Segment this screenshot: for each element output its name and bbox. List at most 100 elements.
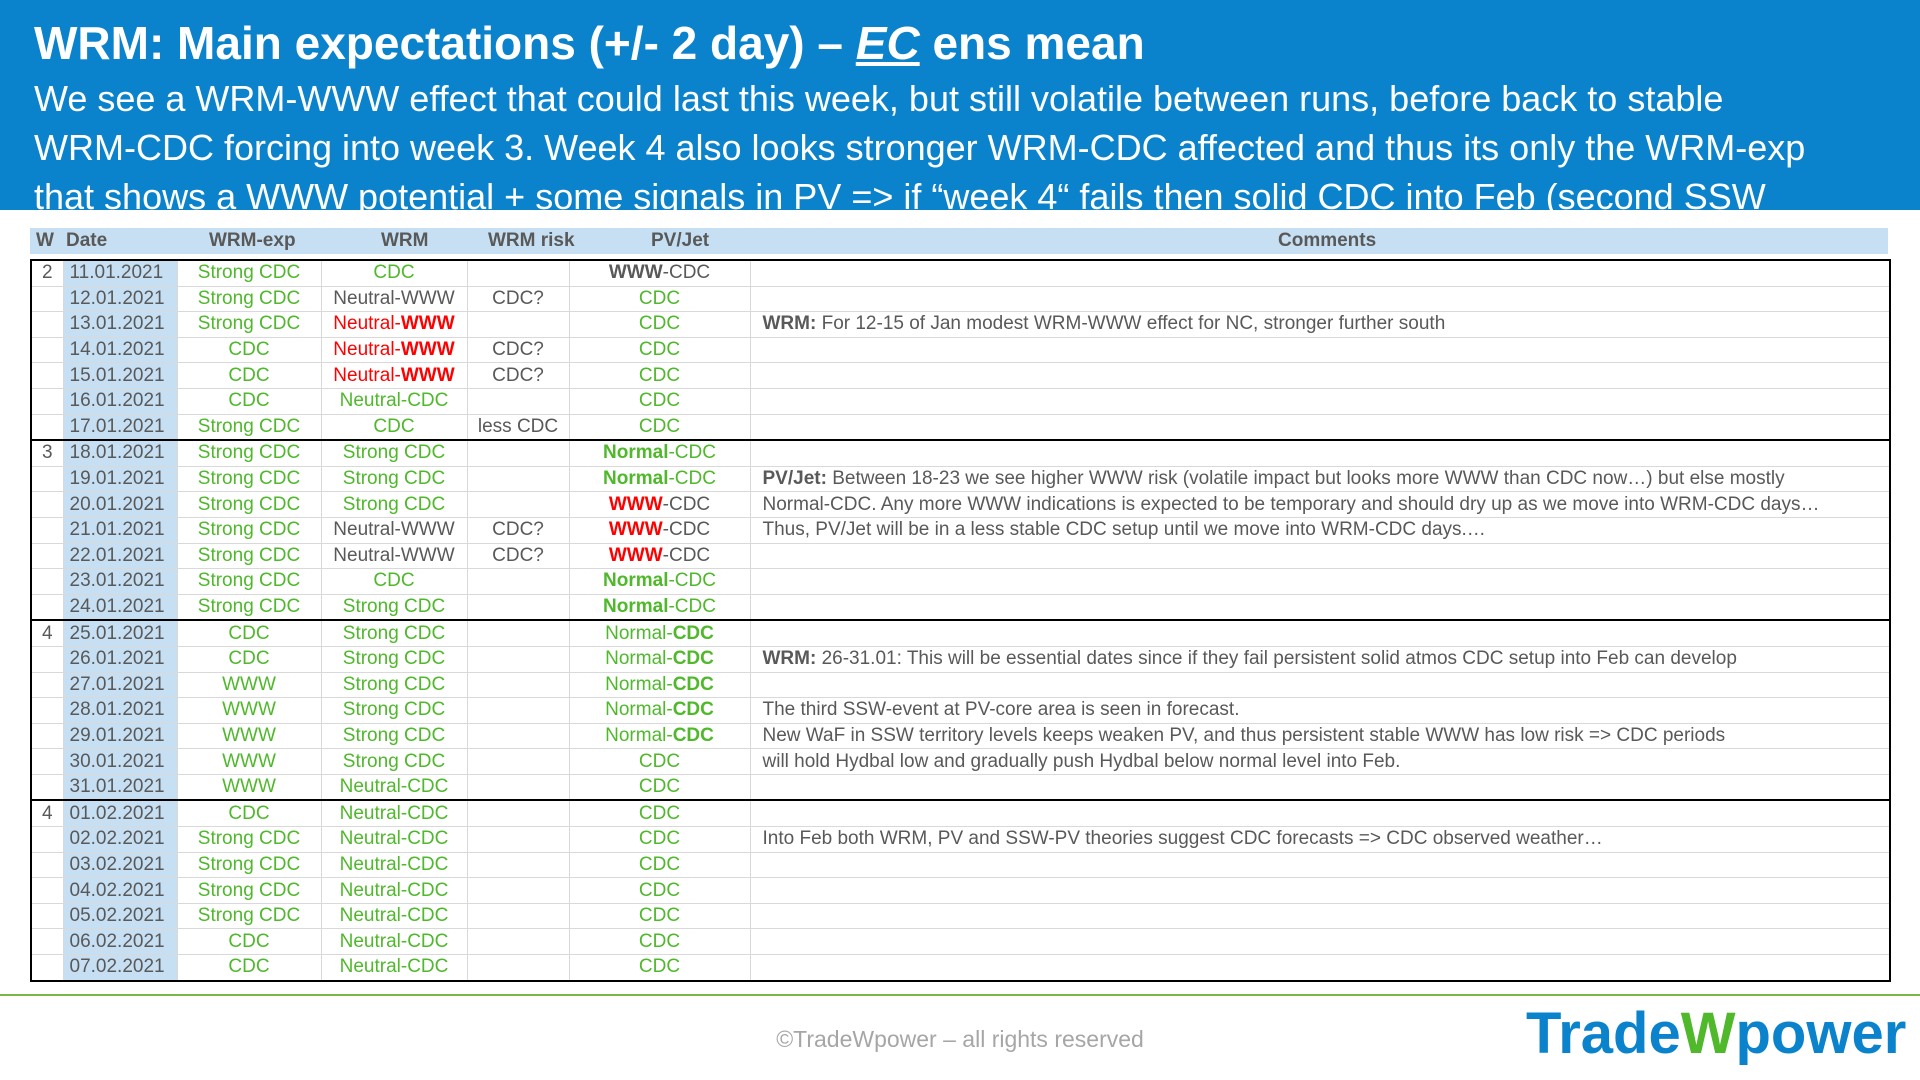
pv-value-strong: WWW [608,544,663,566]
wrm-risk-cell [466,258,570,287]
wrm-exp-cell: Strong CDC [176,413,322,441]
wrm-value: Strong CDC [342,468,446,490]
wrm-exp-cell: Strong CDC [176,491,322,518]
table-row: 3 18.01.2021 Strong CDC Strong CDC Normal-CD… [30,439,1891,467]
pv-value: CDC [638,905,681,927]
wrm-cell: Neutral-CDC [320,928,468,956]
wrm-cell: Strong CDC [320,439,468,467]
wrm-cell: Neutral-CDC [320,954,468,982]
comment-cell [749,258,1891,287]
wrm-value: CDC [373,415,415,437]
header-pv-jet: PV/Jet [651,230,710,251]
week-cell [30,568,64,595]
pv-jet-cell: Normal-CDC [568,593,751,621]
wrm-exp-cell: Strong CDC [176,877,322,904]
comment-text: will hold Hydbal low and gradually push … [762,750,1401,772]
header-w: W [36,230,54,251]
week-cell [30,285,64,313]
week-cell [30,387,64,415]
week-cell [30,954,64,982]
wrm-cell: Neutral-CDC [320,799,468,828]
date-cell: 13.01.2021 [62,311,178,338]
forecast-table: 2 11.01.2021 Strong CDC CDC WWW-CDC 12.01.202… [30,258,1891,982]
date-cell: 22.01.2021 [62,542,178,570]
wrm-risk-cell [466,645,570,673]
pv-jet-cell: Normal-CDC [568,722,751,750]
wrm-exp-cell: Strong CDC [176,516,322,544]
date-cell: 23.01.2021 [62,568,178,595]
pv-jet-cell: CDC [568,902,751,930]
wrm-risk-cell [466,799,570,828]
week-cell: 3 [30,439,64,467]
comment-cell [749,671,1891,699]
table-row: 15.01.2021 CDC Neutral-WWW CDC? CDC [30,362,1891,389]
week-cell [30,748,64,775]
pv-value: CDC [638,415,681,437]
wrm-exp-cell: Strong CDC [176,568,322,595]
table-row: 14.01.2021 CDC Neutral-WWW CDC? CDC [30,336,1891,364]
wrm-risk-cell: CDC? [466,285,570,313]
wrm-exp-cell: Strong CDC [176,258,322,287]
pv-value: CDC [638,287,681,309]
pv-jet-cell: CDC [568,851,751,879]
date-cell: 27.01.2021 [62,671,178,699]
comment-cell: WRM: 26-31.01: This will be essential da… [749,645,1891,673]
date-cell: 16.01.2021 [62,387,178,415]
wrm-exp-cell: CDC [176,928,322,956]
comment-text: Normal-CDC. Any more WWW indications is … [762,493,1820,515]
comment-cell [749,568,1891,595]
table-row: 05.02.2021 Strong CDC Neutral-CDC CDC [30,902,1891,930]
comment-cell [749,593,1891,621]
pv-jet-cell: Normal-CDC [568,671,751,699]
wrm-exp-cell: Strong CDC [176,465,322,493]
wrm-cell: CDC [320,568,468,595]
header-wrm: WRM [381,230,429,251]
pv-value-strong: Normal [603,468,669,490]
footer-divider [0,994,1920,996]
wrm-value: CDC [373,262,415,284]
date-cell: 12.01.2021 [62,285,178,313]
date-cell: 07.02.2021 [62,954,178,982]
pv-value: CDC [638,776,681,798]
pv-value-strong: Normal [603,570,669,592]
pv-value-strong: CDC [672,724,714,746]
table-row: 02.02.2021 Strong CDC Neutral-CDC CDC Into F… [30,826,1891,853]
table-row: 21.01.2021 Strong CDC Neutral-WWW CDC? WWW-C… [30,516,1891,544]
wrm-exp-cell: WWW [176,748,322,775]
pv-jet-cell: CDC [568,928,751,956]
wrm-exp-cell: WWW [176,773,322,801]
wrm-value-strong: WWW [400,364,455,386]
subtitle-line: We see a WRM-WWW effect that could last … [34,78,1724,119]
wrm-risk-cell [466,491,570,518]
pv-value: -CDC [662,262,711,284]
table-row: 27.01.2021 WWW Strong CDC Normal-CDC [30,671,1891,699]
wrm-risk-cell [466,387,570,415]
pv-value: Normal- [605,673,673,695]
pv-value: Normal- [605,648,673,670]
wrm-exp-cell: CDC [176,645,322,673]
comment-cell [749,542,1891,570]
comment-cell: will hold Hydbal low and gradually push … [749,748,1891,775]
pv-value: -CDC [662,519,711,541]
pv-jet-cell: CDC [568,877,751,904]
date-cell: 03.02.2021 [62,851,178,879]
date-cell: 28.01.2021 [62,697,178,724]
comment-text: Into Feb both WRM, PV and SSW-PV theorie… [762,828,1603,850]
slide-subtitle: We see a WRM-WWW effect that could last … [34,74,1914,210]
wrm-value: Strong CDC [342,442,446,464]
wrm-value: Strong CDC [342,750,446,772]
comment-text: 26-31.01: This will be essential dates s… [816,648,1737,670]
week-cell [30,413,64,441]
date-cell: 01.02.2021 [62,799,178,828]
subtitle-line: WRM-CDC forcing into week 3. Week 4 also… [34,127,1806,168]
wrm-exp-cell: Strong CDC [176,826,322,853]
comment-cell [749,387,1891,415]
wrm-exp-cell: WWW [176,671,322,699]
wrm-cell: Strong CDC [320,748,468,775]
pv-jet-cell: Normal-CDC [568,619,751,647]
date-cell: 21.01.2021 [62,516,178,544]
table-row: 31.01.2021 WWW Neutral-CDC CDC [30,773,1891,801]
date-cell: 24.01.2021 [62,593,178,621]
copyright-text: ©TradeWpower – all rights reserved [776,1026,1144,1052]
pv-value-strong: CDC [672,699,714,721]
